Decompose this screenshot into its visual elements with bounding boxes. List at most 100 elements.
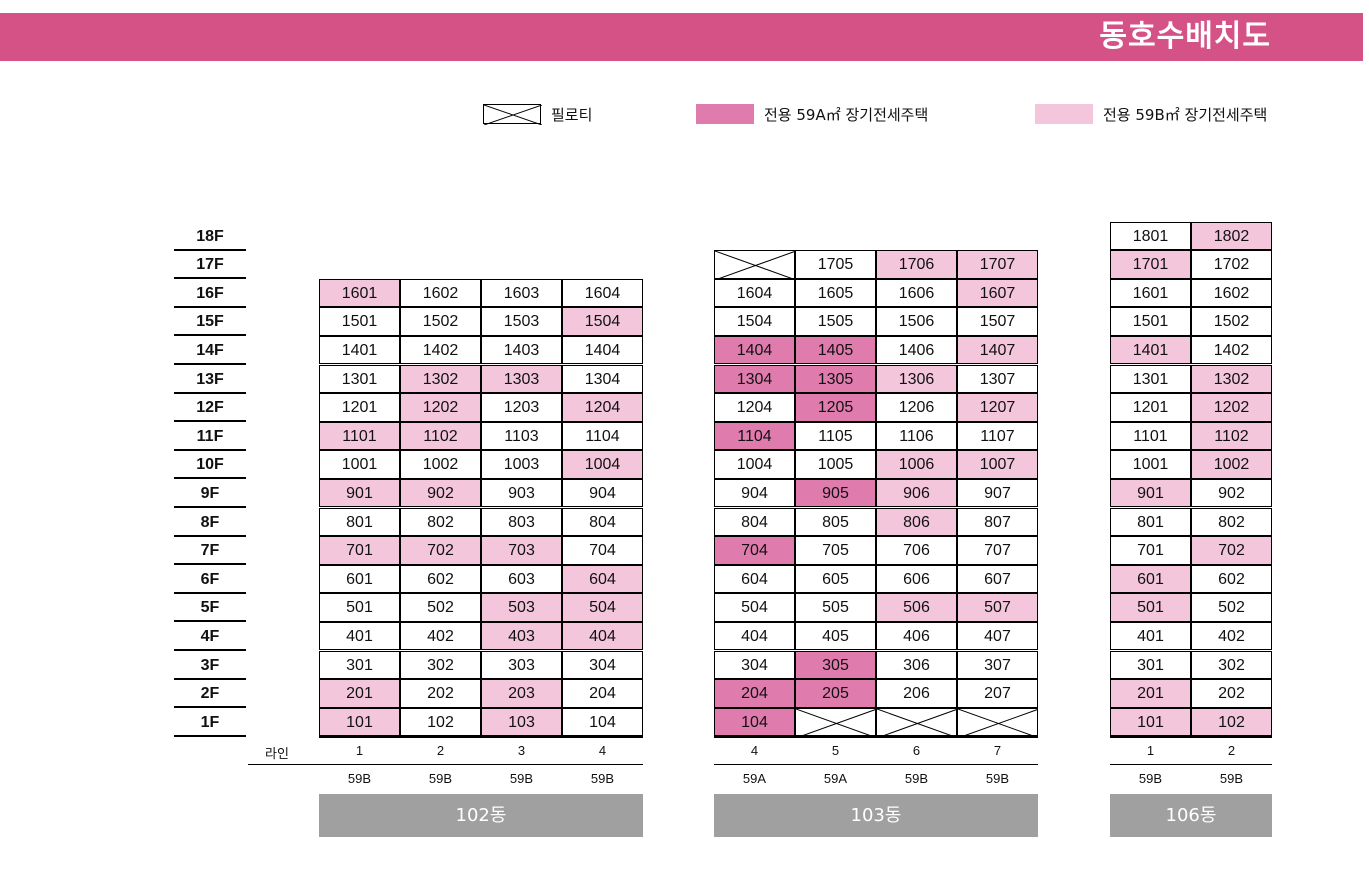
type-a-swatch: [696, 104, 754, 124]
unit-cell: 1405: [795, 335, 876, 365]
building-baseline: [714, 736, 1038, 738]
unit-cell: 306: [876, 650, 957, 680]
unit-cell: 1707: [957, 250, 1038, 279]
unit-cell: 1001: [319, 450, 400, 479]
unit-cell: 303: [481, 650, 562, 680]
unit-cell: 607: [957, 564, 1038, 594]
unit-cell: 201: [1110, 679, 1191, 708]
unit-type-label: 59A: [742, 771, 767, 786]
unit-cell: 1307: [957, 364, 1038, 394]
unit-cell: 1104: [562, 421, 643, 451]
piloti-cross-icon: [715, 251, 794, 278]
unit-cell: 906: [876, 478, 957, 508]
unit-cell: 1103: [481, 421, 562, 451]
floor-label: 18F: [174, 223, 246, 251]
legend-type-a: 전용 59A㎡ 장기전세주택: [696, 103, 928, 125]
unit-cell: 1601: [319, 278, 400, 308]
floor-label: 9F: [174, 480, 246, 508]
unit-cell: 1003: [481, 450, 562, 479]
unit-cell: 1102: [400, 421, 481, 451]
floor-label: 3F: [174, 652, 246, 680]
unit-cell: 1406: [876, 335, 957, 365]
unit-cell: 905: [795, 478, 876, 508]
unit-cell: 1503: [481, 307, 562, 336]
unit-cell: 903: [481, 478, 562, 508]
unit-cell: 1801: [1110, 221, 1191, 251]
piloti-cross-icon: [796, 708, 875, 736]
unit-cell: 1402: [1191, 335, 1272, 365]
unit-cell: 1201: [319, 393, 400, 422]
unit-type-label: 59B: [985, 771, 1010, 786]
unit-cell: 1605: [795, 278, 876, 308]
unit-cell: 501: [319, 593, 400, 622]
unit-cell: 201: [319, 679, 400, 708]
unit-cell: 706: [876, 536, 957, 565]
floor-label: 4F: [174, 623, 246, 651]
unit-cell: 1006: [876, 450, 957, 479]
unit-cell: 1501: [319, 307, 400, 336]
unit-cell: 1306: [876, 364, 957, 394]
unit-cell: 502: [1191, 593, 1272, 622]
unit-cell: 802: [400, 507, 481, 537]
line-row-divider: [714, 764, 1038, 765]
unit-cell: 1104: [714, 421, 795, 451]
unit-cell: 801: [1110, 507, 1191, 537]
unit-cell: 204: [562, 679, 643, 708]
floor-label: 10F: [174, 451, 246, 480]
floor-label: 8F: [174, 509, 246, 537]
unit-cell: 1202: [1191, 393, 1272, 422]
unit-cell: 501: [1110, 593, 1191, 622]
unit-cell: 1004: [714, 450, 795, 479]
unit-cell: 1102: [1191, 421, 1272, 451]
building-name-label: 103동: [714, 794, 1038, 837]
unit-cell: 1205: [795, 393, 876, 422]
piloti-cell: [876, 707, 957, 737]
unit-cell: 1204: [714, 393, 795, 422]
piloti-cell: [795, 707, 876, 737]
unit-cell: 502: [400, 593, 481, 622]
floor-label: 6F: [174, 566, 246, 594]
floor-label: 5F: [174, 594, 246, 623]
type-b-swatch: [1035, 104, 1093, 124]
unit-cell: 1106: [876, 421, 957, 451]
unit-cell: 1401: [1110, 335, 1191, 365]
page-title: 동호수배치도: [1099, 19, 1271, 54]
floor-label: 12F: [174, 394, 246, 423]
unit-cell: 202: [400, 679, 481, 708]
unit-cell: 901: [319, 478, 400, 508]
line-label-divider: [248, 764, 319, 765]
unit-cell: 1203: [481, 393, 562, 422]
unit-cell: 104: [714, 707, 795, 737]
unit-cell: 104: [562, 707, 643, 737]
line-number: 6: [912, 743, 921, 758]
unit-cell: 1403: [481, 335, 562, 365]
unit-cell: 302: [1191, 650, 1272, 680]
header-bar: 동호수배치도: [0, 13, 1363, 61]
unit-cell: 1501: [1110, 307, 1191, 336]
unit-cell: 207: [957, 679, 1038, 708]
unit-cell: 701: [319, 536, 400, 565]
unit-cell: 807: [957, 507, 1038, 537]
unit-cell: 1607: [957, 278, 1038, 308]
unit-cell: 703: [481, 536, 562, 565]
piloti-swatch-icon: [483, 104, 542, 125]
floor-label: 13F: [174, 366, 246, 394]
unit-cell: 401: [1110, 621, 1191, 651]
line-number: 2: [1227, 743, 1236, 758]
unit-cell: 302: [400, 650, 481, 680]
unit-cell: 305: [795, 650, 876, 680]
unit-cell: 1105: [795, 421, 876, 451]
legend-type-b-label: 전용 59B㎡ 장기전세주택: [1103, 105, 1268, 124]
unit-cell: 304: [562, 650, 643, 680]
unit-cell: 1305: [795, 364, 876, 394]
floor-label: 11F: [174, 423, 246, 451]
unit-cell: 402: [1191, 621, 1272, 651]
unit-cell: 803: [481, 507, 562, 537]
floor-label: 14F: [174, 337, 246, 365]
unit-cell: 707: [957, 536, 1038, 565]
unit-cell: 1304: [714, 364, 795, 394]
unit-cell: 1301: [1110, 364, 1191, 394]
unit-cell: 1502: [1191, 307, 1272, 336]
line-number: 4: [598, 743, 607, 758]
unit-cell: 705: [795, 536, 876, 565]
